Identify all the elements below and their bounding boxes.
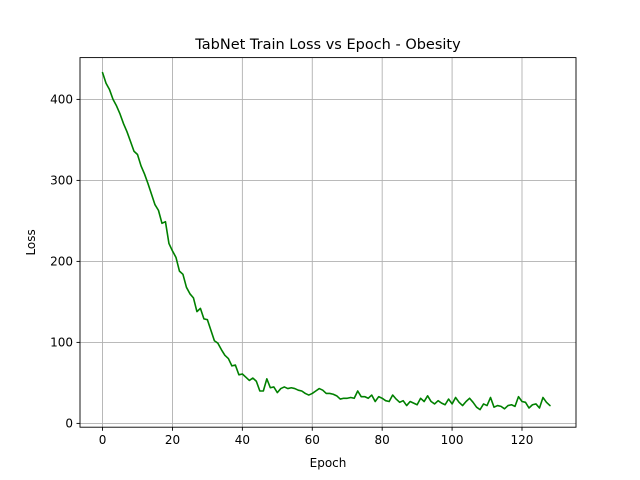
y-tick-label: 400 [50, 93, 73, 107]
x-axis-label: Epoch [310, 456, 347, 470]
series-layer [101, 71, 551, 411]
x-tick-label: 100 [441, 433, 464, 447]
y-axis-label: Loss [24, 229, 38, 255]
y-tick-label: 0 [65, 417, 73, 431]
axis-ticks: 0 20 40 60 80 100 120 0 100 200 300 400 [50, 93, 533, 448]
x-tick-label: 0 [99, 433, 107, 447]
x-tick-label: 80 [375, 433, 390, 447]
grid [80, 57, 576, 428]
chart-title: TabNet Train Loss vs Epoch - Obesity [194, 37, 461, 53]
y-tick-label: 200 [50, 255, 73, 269]
x-tick-label: 40 [235, 433, 250, 447]
loss-series-line [101, 71, 551, 411]
plot-frame [79, 57, 577, 428]
x-tick-label: 120 [511, 433, 534, 447]
x-tick-label: 60 [305, 433, 320, 447]
y-tick-label: 100 [50, 336, 73, 350]
x-tick-label: 20 [165, 433, 180, 447]
y-tick-label: 300 [50, 174, 73, 188]
